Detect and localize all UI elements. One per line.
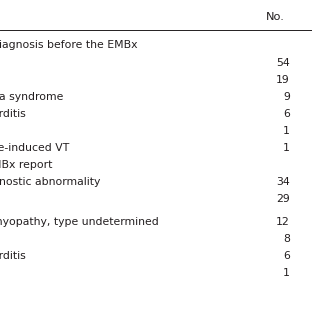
Text: No.: No. [266,12,285,22]
Text: gnostic abnormality: gnostic abnormality [0,177,100,187]
Text: diagnosis before the EMBx: diagnosis before the EMBx [0,40,138,50]
Text: MBx report: MBx report [0,160,52,170]
Text: se-induced VT: se-induced VT [0,143,69,153]
Text: 54: 54 [276,58,290,68]
Text: 34: 34 [276,177,290,187]
Text: 6: 6 [283,109,290,119]
Text: 1: 1 [283,143,290,153]
Text: da syndrome: da syndrome [0,92,63,102]
Text: 1: 1 [283,268,290,278]
Text: 12: 12 [276,217,290,227]
Text: 8: 8 [283,234,290,244]
Text: 6: 6 [283,251,290,261]
Text: 1: 1 [283,126,290,136]
Text: 29: 29 [276,194,290,204]
Text: arditis: arditis [0,251,26,261]
Text: 19: 19 [276,75,290,85]
Text: myopathy, type undetermined: myopathy, type undetermined [0,217,159,227]
Text: arditis: arditis [0,109,26,119]
Text: 9: 9 [283,92,290,102]
